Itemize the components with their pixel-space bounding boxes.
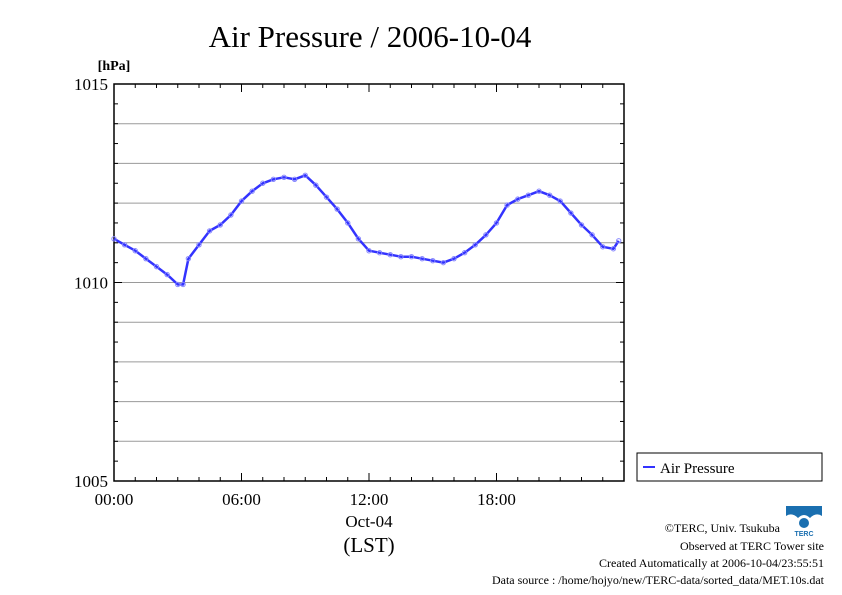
data-point xyxy=(430,257,436,264)
x-tick-label: 12:00 xyxy=(350,490,389,509)
data-point xyxy=(615,238,622,244)
data-point xyxy=(345,220,351,226)
data-point xyxy=(610,246,617,252)
y-tick-label: 1005 xyxy=(74,472,108,491)
x-axis-ticks: 00:00 06:00 12:00 18:00 xyxy=(95,84,625,509)
legend-box xyxy=(636,452,823,482)
data-point xyxy=(143,255,149,262)
data-point xyxy=(164,271,170,278)
credit-observed: Observed at TERC Tower site xyxy=(680,539,824,553)
credit-data-source: Data source : /home/hojyo/new/TERC-data/… xyxy=(492,573,825,587)
y-axis-label: [hPa] xyxy=(98,59,131,74)
x-axis-date-label: Oct-04 xyxy=(345,512,393,531)
data-point xyxy=(493,220,500,226)
data-point xyxy=(589,232,595,238)
data-point xyxy=(398,253,404,260)
chart-title: Air Pressure / 2006-10-04 xyxy=(209,19,532,54)
data-point xyxy=(302,172,308,179)
y-axis-ticks: 1005 1010 1015 xyxy=(74,75,624,491)
data-point xyxy=(472,242,478,248)
data-point xyxy=(451,255,457,262)
credit-created: Created Automatically at 2006-10-04/23:5… xyxy=(599,556,824,570)
data-point xyxy=(121,242,128,248)
data-point xyxy=(228,212,234,218)
data-point xyxy=(111,236,117,242)
data-point xyxy=(419,255,425,262)
data-point xyxy=(238,198,245,204)
data-point xyxy=(557,198,563,204)
data-point xyxy=(291,176,298,182)
data-point xyxy=(440,259,447,266)
data-point xyxy=(281,174,287,180)
data-point xyxy=(387,252,393,258)
legend: Air Pressure xyxy=(636,452,823,482)
x-tick-label: 06:00 xyxy=(222,490,261,509)
y-tick-label: 1010 xyxy=(74,274,108,293)
data-point xyxy=(504,202,510,208)
terc-logo-drop xyxy=(799,518,809,528)
series-layer xyxy=(111,172,622,288)
data-point xyxy=(600,244,606,250)
data-point xyxy=(355,236,362,242)
data-point xyxy=(376,250,383,256)
data-point xyxy=(185,255,192,262)
data-point xyxy=(546,192,553,198)
data-point xyxy=(270,176,277,182)
data-point xyxy=(175,281,181,288)
x-tick-label: 18:00 xyxy=(477,490,516,509)
x-tick-label: 00:00 xyxy=(95,490,134,509)
data-point xyxy=(180,281,186,288)
data-point xyxy=(313,182,319,188)
data-point xyxy=(578,222,585,228)
data-point xyxy=(525,192,532,198)
data-point xyxy=(483,232,489,238)
credit-copyright: ©TERC, Univ. Tsukuba xyxy=(665,521,781,535)
data-point xyxy=(132,248,138,254)
data-point xyxy=(196,242,202,248)
y-tick-label: 1015 xyxy=(74,75,108,94)
data-point xyxy=(461,250,468,256)
terc-logo-emblem xyxy=(786,506,822,518)
data-point xyxy=(153,263,160,270)
x-axis-unit-label: (LST) xyxy=(343,533,394,557)
grid-lines xyxy=(114,123,624,442)
terc-logo-text: TERC xyxy=(794,531,813,538)
data-point xyxy=(206,228,213,234)
data-point xyxy=(366,248,372,254)
data-point xyxy=(334,206,340,212)
legend-label-air-pressure: Air Pressure xyxy=(660,461,735,477)
data-point xyxy=(408,253,415,260)
terc-logo: TERC xyxy=(784,503,824,538)
data-point xyxy=(568,210,574,216)
series-line-air-pressure xyxy=(113,174,620,286)
data-point xyxy=(260,180,266,186)
data-point xyxy=(249,188,255,194)
data-point xyxy=(536,188,542,194)
data-point xyxy=(323,194,330,200)
data-point xyxy=(217,222,223,228)
data-point xyxy=(515,196,521,202)
